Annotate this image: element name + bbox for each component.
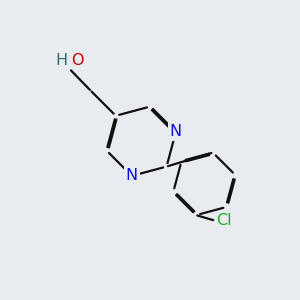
Text: N: N (126, 168, 138, 183)
Text: N: N (170, 124, 182, 140)
Text: O: O (71, 53, 83, 68)
Text: H: H (56, 53, 68, 68)
Text: Cl: Cl (216, 213, 231, 228)
